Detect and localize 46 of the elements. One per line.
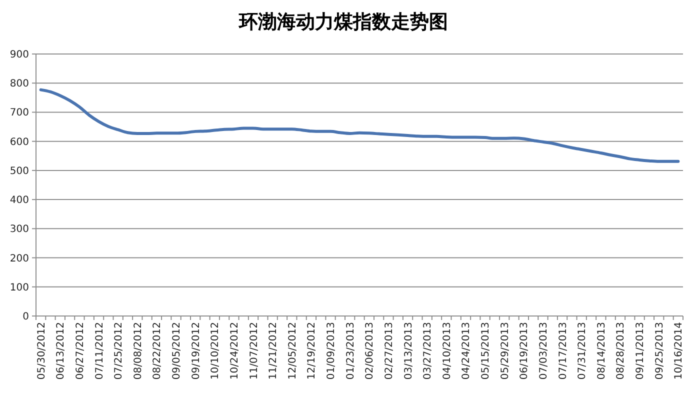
x-tick-label: 05/29/2013 — [500, 322, 511, 380]
x-tick-label: 08/14/2013 — [596, 322, 608, 380]
y-tick-label: 100 — [10, 282, 29, 294]
y-tick-label: 0 — [22, 312, 29, 322]
x-tick-label: 06/27/2012 — [74, 322, 86, 380]
line-series — [39, 88, 680, 163]
x-tick-label: 01/09/2013 — [326, 322, 338, 380]
x-tick-label: 10/24/2012 — [229, 322, 240, 380]
y-tick-label: 300 — [10, 224, 29, 236]
x-tick-label: 07/03/2013 — [538, 322, 550, 380]
x-tick-label: 01/23/2013 — [345, 322, 356, 380]
x-tick-label: 09/11/2013 — [635, 322, 646, 380]
x-tick-label: 12/19/2012 — [306, 322, 318, 380]
x-tick-label: 07/11/2012 — [94, 322, 106, 380]
y-tick-label: 400 — [10, 195, 29, 206]
x-tick-label: 04/10/2013 — [442, 322, 453, 380]
x-tick-label: 08/22/2012 — [152, 322, 164, 380]
x-tick-label: 12/05/2012 — [287, 322, 298, 380]
x-tick-label: 05/15/2013 — [480, 322, 492, 380]
chart-title: 环渤海动力煤指数走势图 — [238, 11, 448, 33]
x-tick-label: 06/19/2013 — [519, 322, 530, 380]
x-tick-label: 04/24/2013 — [461, 322, 472, 380]
y-tick-label: 800 — [10, 78, 29, 90]
x-tick-label: 08/28/2013 — [616, 322, 627, 380]
y-tick-label: 600 — [10, 136, 29, 148]
x-tick-label: 09/05/2012 — [172, 322, 183, 380]
x-tick-label: 11/07/2012 — [248, 322, 260, 380]
x-tick-label: 10/10/2012 — [210, 322, 222, 380]
x-tick-label: 06/13/2012 — [56, 322, 67, 380]
x-tick-label: 09/19/2012 — [190, 322, 202, 380]
x-tick-label: 08/08/2012 — [132, 322, 144, 380]
x-tick-label: 03/13/2013 — [403, 322, 414, 380]
x-tick-label: 02/27/2013 — [384, 322, 395, 380]
y-tick-label: 900 — [10, 50, 29, 60]
x-tick-label: 11/21/2012 — [268, 322, 280, 380]
x-tick-label: 05/30/2012 — [36, 322, 48, 380]
y-tick-label: 500 — [10, 166, 29, 177]
x-tick-label: 02/06/2013 — [364, 322, 376, 380]
x-tick-label: 07/31/2013 — [577, 322, 588, 380]
x-tick-label: 07/25/2012 — [114, 322, 125, 380]
y-tick-label: 200 — [10, 253, 29, 264]
x-tick-label: 07/17/2013 — [558, 322, 569, 380]
y-tick-label: 700 — [10, 108, 29, 119]
x-tick-label: 03/27/2013 — [422, 322, 434, 380]
x-tick-label: 10/16/2014 — [674, 322, 685, 380]
x-tick-label: 09/25/2013 — [654, 322, 666, 380]
